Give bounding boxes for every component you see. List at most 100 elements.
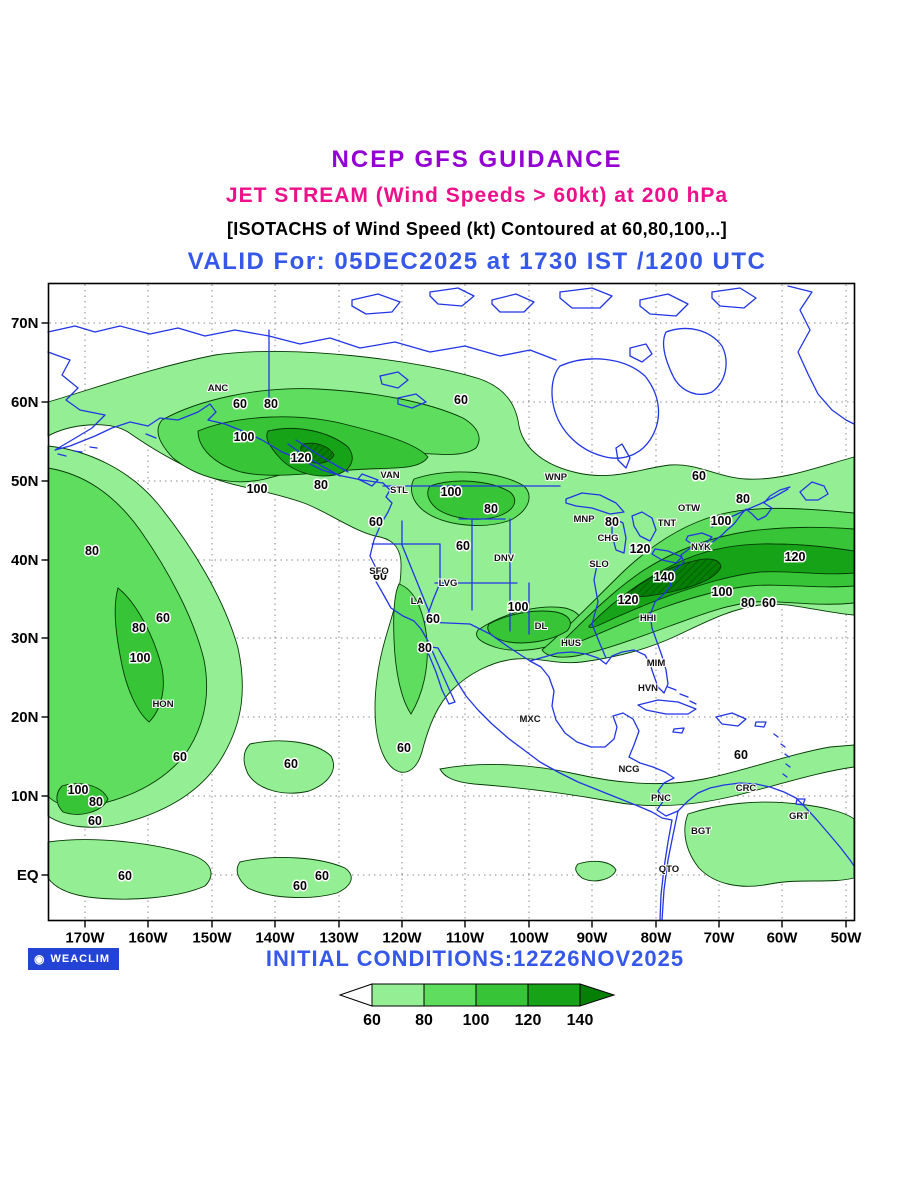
- map-text-label: 60: [397, 741, 411, 755]
- map-text-label: HON: [152, 699, 173, 710]
- map-text-label: 110W: [446, 930, 485, 947]
- coastline-path: [711, 287, 757, 309]
- map-text-label: CHG: [597, 533, 618, 544]
- map-text-label: 80: [418, 641, 432, 655]
- coastline-path: [287, 439, 349, 477]
- coastline-path: [559, 287, 613, 309]
- map-text-label: STL: [390, 485, 408, 496]
- map-text-label: 60: [118, 869, 132, 883]
- map-text-label: 120: [785, 550, 806, 564]
- map-text-label: 120: [291, 451, 312, 465]
- coastline-path: [615, 443, 631, 469]
- coastline-path: [397, 393, 427, 409]
- map-text-label: 60: [284, 757, 298, 771]
- map-text-label: 70N: [11, 315, 39, 332]
- map-text-label: 60: [293, 879, 307, 893]
- map-text-label: CRC: [736, 783, 757, 794]
- map-text-label: 50N: [11, 473, 39, 490]
- map-text-label: 100: [68, 783, 89, 797]
- colorbar-left-arrow: [338, 983, 373, 1007]
- coastline-path: [711, 488, 789, 528]
- map-text-label: NYK: [691, 542, 711, 553]
- map-text-label: ANC: [208, 383, 229, 394]
- map-text-label: 100: [508, 600, 529, 614]
- map-text-label: 30N: [11, 630, 39, 647]
- map-text-label: 150W: [192, 930, 232, 947]
- coastline-path: [799, 481, 829, 501]
- map-text-label: 50W: [831, 930, 863, 947]
- map-text-label: VAN: [380, 470, 399, 481]
- map-text-label: 120: [618, 593, 639, 607]
- map-text-label: 60: [88, 814, 102, 828]
- axis-ticks-labels: 170W 160W 150W 140W 130W 120W 110W 100W 90W 80W 70…: [11, 315, 862, 947]
- coastline-path: [551, 358, 660, 459]
- coastline-path: [629, 343, 653, 363]
- map-text-label: EQ: [17, 867, 39, 884]
- map-text-label: WNP: [545, 472, 568, 483]
- chart-subtitle: JET STREAM (Wind Speeds > 60kt) at 200 h…: [225, 184, 729, 207]
- isotach-region-100: [56, 783, 109, 815]
- map-text-label: BGT: [691, 826, 711, 837]
- coastline-path: [715, 712, 747, 727]
- map-text-label: 70W: [704, 930, 736, 947]
- coastline-path: [529, 660, 679, 817]
- weaclim-logo-text: WEACLIM: [50, 953, 111, 965]
- coastline-path: [787, 285, 855, 425]
- colorbar-right-arrow: [579, 983, 616, 1007]
- isotach-region-60: [575, 860, 617, 882]
- coastlines: [47, 285, 855, 921]
- coastline-path: [662, 327, 727, 395]
- isotach-region-hatch: [627, 559, 721, 597]
- map-text-label: 140: [567, 1012, 594, 1029]
- coastline-path: [661, 810, 679, 921]
- map-text-label: LA: [411, 596, 424, 607]
- coastline-path: [773, 733, 791, 778]
- coastline-path: [795, 798, 806, 806]
- map-text-label: 80: [314, 478, 328, 492]
- map-text-label: 120: [515, 1012, 542, 1029]
- coastline-path: [424, 621, 531, 662]
- map-text-label: 100: [711, 514, 732, 528]
- page-title: NCEP GFS GUIDANCE: [331, 146, 623, 173]
- coastline-path: [565, 492, 625, 515]
- map-text-label: HVN: [638, 683, 658, 694]
- map-text-label: 80: [264, 397, 278, 411]
- coastline-path: [357, 473, 379, 487]
- map-text-label: 80: [415, 1012, 433, 1029]
- map-text-label: 60: [233, 397, 247, 411]
- isotach-region-100: [114, 587, 164, 723]
- map-text-label: 140W: [255, 930, 295, 947]
- coastline-path: [491, 293, 535, 313]
- isotach-region-100: [427, 480, 516, 520]
- map-text-label: MIM: [647, 658, 666, 669]
- map-text-label: 10N: [11, 788, 39, 805]
- coastline-path: [591, 559, 607, 659]
- coastline-path: [685, 532, 713, 545]
- map-text-label: 100: [247, 482, 268, 496]
- coastline-path: [667, 686, 697, 705]
- map-text-label: LVG: [439, 578, 458, 589]
- map-text-label: 100: [441, 485, 462, 499]
- map-text-label: DL: [535, 621, 548, 632]
- map-text-label: 60: [173, 750, 187, 764]
- map-text-label: MNP: [573, 514, 595, 525]
- map-text-label: 80: [89, 795, 103, 809]
- initial-conditions-line: INITIAL CONDITIONS:12Z26NOV2025: [265, 946, 685, 971]
- coastline-path: [429, 287, 475, 307]
- coastline-path: [631, 511, 657, 542]
- map-text-label: 60: [692, 469, 706, 483]
- valid-time-line: VALID For: 05DEC2025 at 1730 IST /1200 U…: [187, 248, 767, 275]
- map-text-label: 80W: [641, 930, 673, 947]
- map-text-label: QTO: [659, 864, 679, 875]
- map-text-label: SFO: [369, 566, 389, 577]
- map-text-label: 80: [605, 515, 619, 529]
- map-text-label: 60: [373, 569, 387, 583]
- weaclim-logo-badge: ◉ WEACLIM: [28, 948, 120, 970]
- isotach-region-60: [236, 857, 352, 899]
- map-text-label: 80: [741, 596, 755, 610]
- coastline-path: [639, 293, 689, 317]
- map-text-label: 140: [654, 570, 675, 584]
